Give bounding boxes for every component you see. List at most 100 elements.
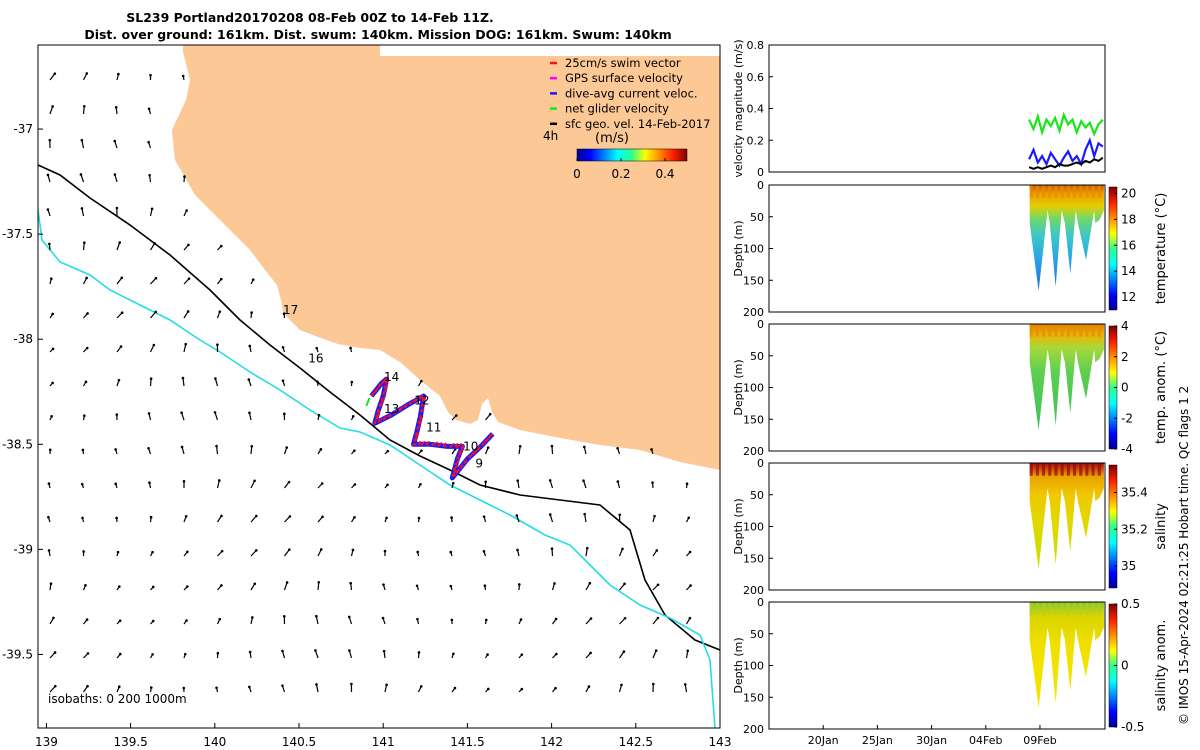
geo-vector-head	[79, 173, 83, 176]
geo-vector-head	[347, 615, 351, 619]
map-y-tick-label: -37.5	[2, 227, 33, 241]
geo-vector-head	[455, 414, 458, 417]
swim-vector	[375, 416, 380, 421]
y-tick-label: 50	[750, 211, 764, 224]
geo-vector	[81, 140, 85, 149]
section-streak	[1042, 324, 1046, 337]
geo-vector-head	[589, 651, 592, 655]
geo-vector-head	[283, 412, 286, 416]
swim-vector	[411, 398, 416, 403]
geo-vector-head	[555, 652, 558, 656]
geo-vector-head	[554, 617, 558, 621]
geo-vector-head	[253, 479, 256, 483]
colorbar-tick-label: -0.5	[1121, 720, 1144, 734]
geo-vector-head	[417, 651, 421, 654]
geo-vector-head	[85, 346, 89, 350]
geo-vector-head	[656, 583, 660, 587]
y-tick-label: 0	[757, 457, 764, 470]
geo-vector	[183, 344, 187, 353]
swim-vector	[418, 420, 423, 425]
y-tick-label: 0.4	[747, 103, 765, 116]
geo-vector-head	[319, 448, 323, 451]
swim-vector	[454, 464, 459, 469]
geo-vector-head	[51, 381, 54, 385]
geo-vector-head	[687, 516, 691, 520]
geo-vector-head	[115, 516, 118, 520]
geo-vector-head	[350, 682, 353, 686]
geo-vector-head	[623, 616, 627, 620]
x-tick-label: 25Jan	[862, 734, 893, 747]
x-tick-label: 04Feb	[969, 734, 1002, 747]
panel-frame	[768, 323, 1106, 452]
y-tick-label: 200	[743, 723, 764, 736]
colorbar-tick-label: 0	[1121, 381, 1129, 395]
geo-vector-head	[487, 687, 490, 691]
y-tick-label: 0	[757, 318, 764, 331]
geo-vector-head	[288, 515, 292, 518]
section-streak	[1054, 324, 1058, 337]
geo-vector-head	[48, 242, 51, 246]
geo-vector-head	[353, 516, 356, 519]
swim-vector	[483, 439, 488, 444]
geo-vector-head	[518, 583, 521, 586]
geo-vector	[49, 73, 56, 81]
geo-vector-head	[550, 547, 554, 550]
geo-vector-head	[148, 481, 151, 484]
geo-vector	[584, 514, 587, 523]
swim-vector	[380, 399, 385, 404]
geo-vector	[348, 650, 353, 659]
map-y-tick-label: -38	[13, 332, 33, 346]
geo-vector-head	[386, 483, 389, 487]
geo-vector-head	[183, 175, 186, 178]
geo-vector-head	[516, 548, 519, 552]
y-tick-label: 0.6	[747, 71, 765, 84]
track-day-label: 14	[384, 370, 399, 384]
geo-vector-head	[282, 312, 286, 315]
geo-vector-head	[419, 685, 423, 688]
geo-vector-head	[616, 447, 619, 450]
geo-vector	[150, 277, 157, 285]
section-streak	[1042, 463, 1046, 476]
swim-vector	[421, 402, 426, 407]
geo-vector-head	[147, 412, 151, 415]
geo-vector-head	[622, 650, 626, 653]
geo-vector-head	[86, 684, 89, 688]
section-streak	[1091, 185, 1095, 198]
geo-vector-head	[621, 547, 624, 551]
map-y-tick-label: -38.5	[2, 437, 33, 451]
swim-vector	[470, 452, 475, 457]
y-tick-label: 100	[743, 243, 764, 256]
swim-vector	[458, 452, 463, 457]
geo-vector-head	[351, 414, 355, 418]
section-streak	[1097, 324, 1101, 337]
colorbar-tick-label: 12	[1121, 290, 1136, 304]
geo-vector-head	[288, 548, 291, 551]
swim-vector	[384, 384, 389, 389]
geo-vector-head	[589, 617, 593, 620]
series-line	[1028, 111, 1104, 137]
geo-vector-head	[154, 276, 158, 280]
geo-vector-head	[183, 652, 187, 656]
colorbar-tick-label: 0.4	[655, 167, 674, 181]
colorbar-tick-label: 0.2	[611, 167, 630, 181]
section-streak	[1029, 185, 1033, 198]
geo-vector-head	[119, 345, 123, 348]
section-streak	[1060, 463, 1064, 476]
geo-vector-head	[115, 413, 119, 416]
swim-vector	[385, 379, 390, 384]
colorbar-tick-label: 2	[1121, 350, 1129, 364]
map-y-tick-label: -39.5	[2, 647, 33, 661]
geo-vector	[250, 480, 256, 489]
panel-colorbar	[1108, 186, 1118, 311]
geo-vector-head	[486, 653, 489, 656]
map-y-ticks: -37 -37.5 -38 -38.5 -39 -39.5	[2, 122, 43, 661]
geo-vector-head	[623, 582, 626, 586]
geo-vector-head	[184, 342, 188, 346]
panel-y-label: Depth (m)	[732, 220, 745, 276]
geo-vector-head	[82, 105, 86, 108]
section-profile	[1029, 324, 1104, 431]
geo-vector-head	[219, 244, 223, 248]
geo-vector-head	[583, 512, 586, 516]
colorbar-label: temperature (°C)	[1154, 193, 1169, 305]
